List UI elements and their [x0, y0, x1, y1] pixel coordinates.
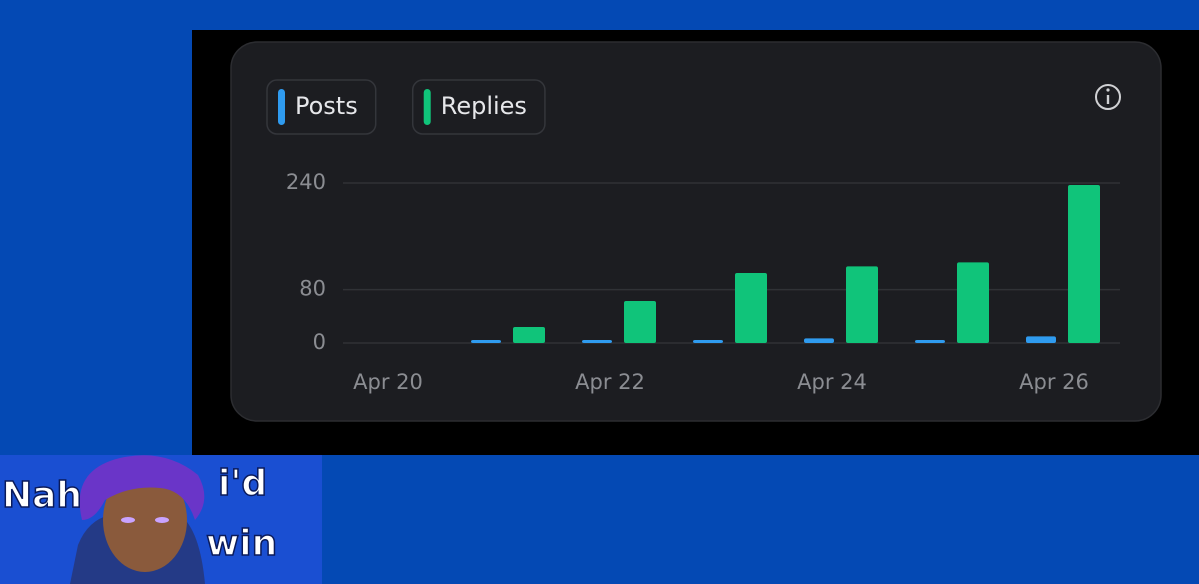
y-tick-label: 80	[299, 277, 326, 301]
bar	[957, 262, 989, 343]
legend-label: Posts	[295, 92, 358, 120]
x-tick-label: Apr 20	[353, 370, 423, 394]
x-tick-label: Apr 24	[797, 370, 867, 394]
meme-character	[70, 455, 205, 584]
bar	[1026, 336, 1056, 343]
bar	[1068, 185, 1100, 343]
y-tick-label: 240	[286, 170, 326, 194]
meme-text: Nah	[2, 475, 82, 516]
bar	[804, 338, 834, 343]
legend-swatch	[278, 89, 285, 125]
legend-item[interactable]: Posts	[266, 79, 377, 135]
bar	[513, 327, 545, 343]
chart-card	[230, 41, 1162, 422]
eye	[155, 517, 169, 523]
legend-swatch	[423, 89, 431, 125]
x-tick-label: Apr 22	[575, 370, 645, 394]
x-tick-label: Apr 26	[1019, 370, 1089, 394]
bar	[582, 340, 612, 343]
legend: Posts Replies	[266, 79, 546, 135]
meme-text: i'd	[218, 463, 267, 504]
legend-label: Replies	[441, 92, 527, 120]
info-icon-dot	[1106, 88, 1110, 92]
bar	[624, 301, 656, 343]
legend-pill	[266, 79, 377, 135]
face	[103, 468, 187, 572]
bar	[735, 273, 767, 343]
bar	[846, 266, 878, 343]
info-icon[interactable]	[1095, 84, 1121, 110]
y-tick-label: 0	[313, 330, 326, 354]
bar	[915, 340, 945, 343]
meme-text: win	[206, 523, 277, 564]
bar	[693, 340, 723, 343]
hair	[79, 455, 205, 520]
legend-item[interactable]: Replies	[411, 79, 546, 135]
legend-pill	[411, 79, 546, 135]
eye	[121, 517, 135, 523]
bar	[471, 340, 501, 343]
plot: 0 80 240 Apr 20 Apr 22 Apr 24 Apr 26	[286, 170, 1120, 394]
